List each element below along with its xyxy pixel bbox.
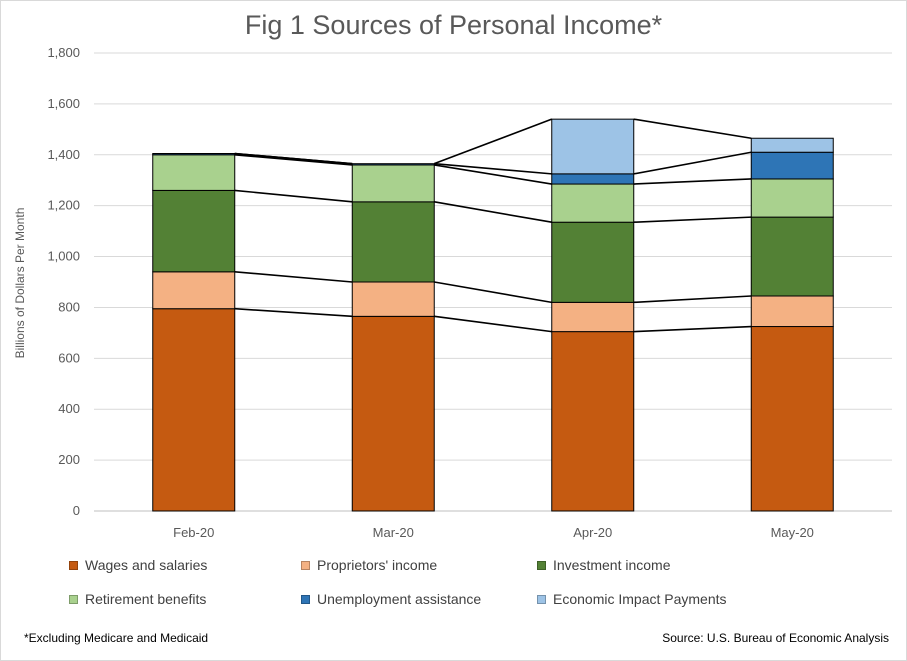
- footnote: *Excluding Medicare and Medicaid: [24, 631, 209, 645]
- legend-swatch: [537, 594, 546, 604]
- bar-segment: [351, 201, 435, 283]
- legend-label: Retirement benefits: [85, 591, 207, 607]
- x-tick-label: Mar-20: [373, 525, 414, 540]
- x-tick-label: Apr-20: [573, 525, 612, 540]
- bar-segment: [551, 301, 635, 333]
- series-connector-line: [234, 189, 353, 203]
- series-connector-line: [434, 201, 552, 223]
- bar-segment: [351, 164, 435, 203]
- bar-segment: [750, 178, 834, 218]
- series-connector-line: [434, 315, 552, 333]
- legend-label: Investment income: [553, 557, 671, 573]
- bar-segment: [351, 163, 435, 166]
- legend-label: Wages and salaries: [85, 557, 208, 573]
- bar-segment: [152, 189, 236, 273]
- series-connector-line: [633, 178, 752, 185]
- series-connector-line: [234, 153, 353, 166]
- series-connector-line: [434, 162, 552, 175]
- bar-segment: [152, 153, 236, 156]
- bar-segment: [551, 118, 635, 175]
- y-tick-label: 0: [73, 503, 80, 518]
- y-tick-label: 1,400: [47, 147, 80, 162]
- y-tick-label: 200: [58, 452, 80, 467]
- y-tick-label: 1,800: [47, 45, 80, 60]
- series-connector-line: [633, 295, 752, 304]
- series-connector-line: [433, 118, 553, 165]
- series-connector-line: [234, 152, 353, 165]
- legend-swatch: [69, 560, 78, 570]
- y-tick-label: 1,000: [47, 249, 80, 264]
- legend-swatch: [69, 594, 78, 604]
- x-tick-labels: Feb-20 Mar-20 Apr-20 May-20: [173, 525, 814, 540]
- series-connector-line: [434, 281, 552, 304]
- legend-label: Economic Impact Payments: [553, 591, 727, 607]
- x-tick-label: Feb-20: [173, 525, 214, 540]
- bar-segment: [351, 281, 435, 317]
- legend-swatch: [301, 594, 310, 604]
- y-tick-label: 600: [58, 350, 80, 365]
- source-note: Source: U.S. Bureau of Economic Analysis: [662, 631, 889, 645]
- y-tick-label: 1,200: [47, 198, 80, 213]
- y-tick-label: 800: [58, 299, 80, 314]
- series-connector-line: [234, 307, 353, 318]
- bar-segment: [152, 271, 236, 310]
- legend-item: Wages and salaries: [69, 557, 207, 573]
- y-tick-labels: 0 200 400 600 800 1,000 1,200 1,400 1,600 1,800: [47, 45, 80, 518]
- legend-item: Unemployment assistance: [301, 591, 481, 607]
- x-tick-label: May-20: [771, 525, 814, 540]
- y-tick-label: 400: [58, 401, 80, 416]
- legend-item: Economic Impact Payments: [537, 591, 727, 607]
- legend-item: Investment income: [537, 557, 671, 573]
- legend-label: Unemployment assistance: [317, 591, 482, 607]
- bar-segment: [750, 216, 834, 297]
- bar-segment: [551, 221, 635, 303]
- series-connector-line: [633, 118, 752, 140]
- legend-label: Proprietors' income: [317, 557, 438, 573]
- bar-segment: [152, 308, 236, 512]
- bar-segment: [551, 183, 635, 223]
- bars: [152, 118, 834, 512]
- series-connector-line: [633, 151, 752, 175]
- bar-segment: [750, 295, 834, 328]
- series-connector-line: [434, 164, 552, 185]
- chart-title: Fig 1 Sources of Personal Income*: [244, 10, 663, 40]
- legend-swatch: [301, 560, 310, 570]
- series-connector-line: [633, 325, 752, 333]
- legend-item: Retirement benefits: [69, 591, 206, 607]
- bar-segment: [750, 326, 834, 512]
- bar-segment: [152, 154, 236, 191]
- series-connector-line: [234, 271, 353, 283]
- bar-segment: [750, 137, 834, 153]
- bar-segment: [551, 331, 635, 512]
- connector-lines: [234, 118, 752, 333]
- y-tick-label: 1,600: [47, 96, 80, 111]
- legend-swatch: [537, 560, 546, 570]
- bar-segment: [351, 315, 435, 512]
- y-axis-label: Billions of Dollars Per Month: [13, 208, 27, 359]
- legend-item: Proprietors' income: [301, 557, 437, 573]
- bar-segment: [750, 151, 834, 180]
- series-connector-line: [633, 216, 752, 224]
- bar-segment: [551, 173, 635, 185]
